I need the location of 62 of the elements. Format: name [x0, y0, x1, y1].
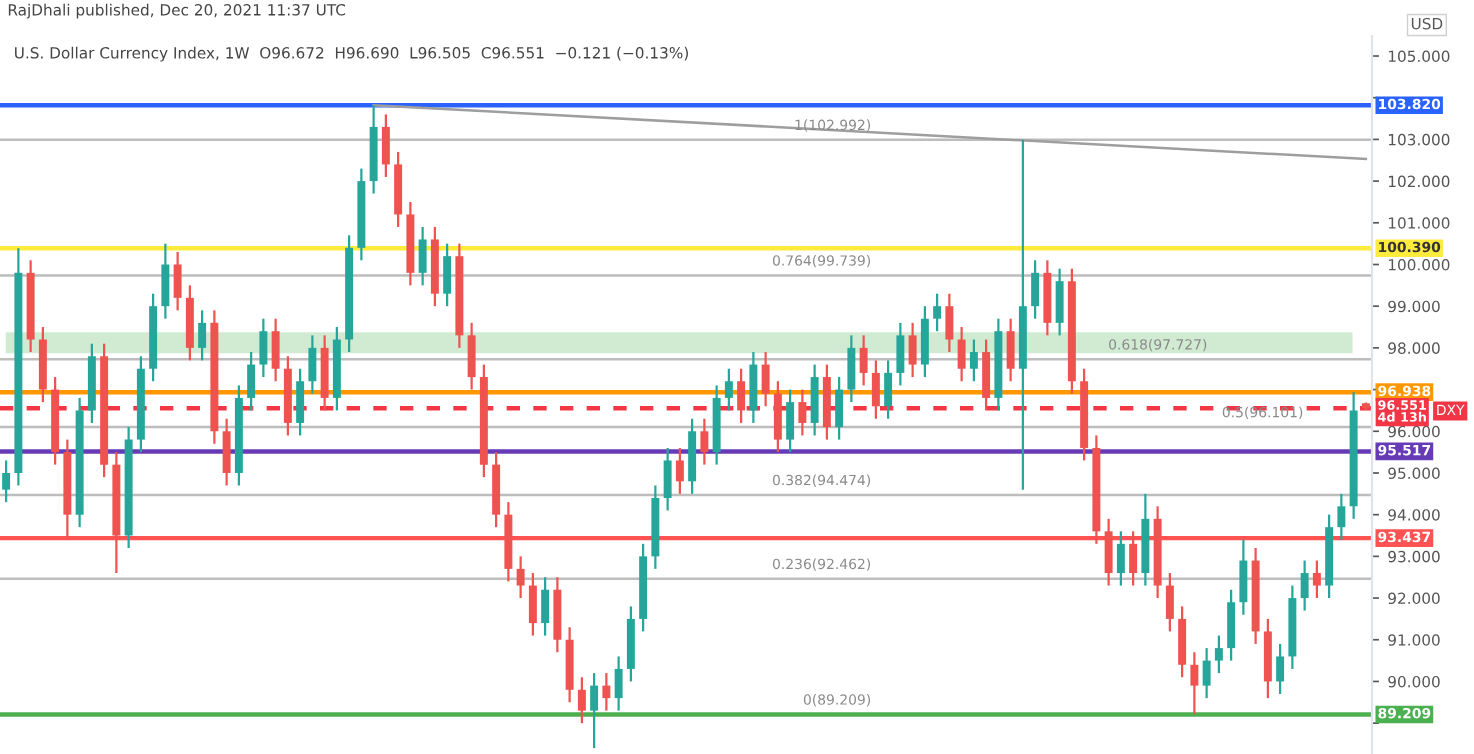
- candlestick: [884, 359, 893, 420]
- candlestick: [161, 242, 170, 320]
- candlestick: [577, 676, 586, 725]
- candlestick: [969, 338, 978, 383]
- candlestick: [847, 334, 856, 404]
- candlestick: [590, 672, 599, 750]
- candlestick: [259, 317, 268, 379]
- candlestick: [173, 250, 182, 312]
- candlestick: [1300, 559, 1309, 612]
- candlestick: [198, 309, 207, 362]
- candlestick: [528, 571, 537, 637]
- candlestick: [896, 321, 905, 387]
- candlestick: [749, 350, 758, 425]
- candlestick: [786, 388, 795, 454]
- candlestick: [222, 417, 231, 487]
- candlestick: [541, 576, 550, 637]
- candlestick: [2, 459, 11, 504]
- candlestick: [247, 350, 256, 412]
- candlestick: [859, 334, 868, 387]
- candlestick: [773, 380, 782, 454]
- candlestick: [908, 321, 917, 379]
- candlestick: [1337, 492, 1346, 541]
- candlestick: [700, 417, 709, 466]
- candlestick: [1104, 517, 1113, 587]
- candlestick: [1055, 267, 1064, 337]
- candlestick: [1031, 259, 1040, 320]
- candlestick: [1116, 530, 1125, 587]
- candlestick: [957, 325, 966, 383]
- candlestick: [418, 225, 427, 287]
- candlestick: [443, 242, 452, 308]
- candlestick: [516, 555, 525, 600]
- candlestick: [1129, 530, 1138, 587]
- candlestick: [945, 292, 954, 354]
- candlestick: [663, 446, 672, 512]
- candlestick: [381, 113, 390, 179]
- candlestick: [810, 363, 819, 437]
- candlestick: [1006, 317, 1015, 383]
- candlestick: [1239, 538, 1248, 616]
- candlestick: [871, 359, 880, 420]
- candlestick: [761, 350, 770, 408]
- candlestick: [296, 367, 305, 437]
- candlestick: [467, 321, 476, 391]
- candlestick: [1202, 646, 1211, 700]
- candlestick: [982, 338, 991, 412]
- candlestick: [602, 672, 611, 712]
- candlestick: [308, 334, 317, 395]
- candlestick: [1165, 571, 1174, 633]
- candlestick: [1214, 634, 1223, 675]
- candlestick: [1178, 605, 1187, 679]
- candlestick: [835, 375, 844, 441]
- candlestick: [614, 655, 623, 712]
- candlestick: [271, 317, 280, 383]
- candlestick: [1227, 588, 1236, 662]
- candlestick: [933, 292, 942, 333]
- candlestick: [1190, 651, 1199, 716]
- candlestick: [1276, 642, 1285, 696]
- candlestick: [737, 367, 746, 425]
- candlestick: [724, 367, 733, 412]
- candlestick: [1312, 559, 1321, 600]
- candlestick: [675, 446, 684, 495]
- candlestick: [920, 305, 929, 379]
- candlestick: [798, 388, 807, 437]
